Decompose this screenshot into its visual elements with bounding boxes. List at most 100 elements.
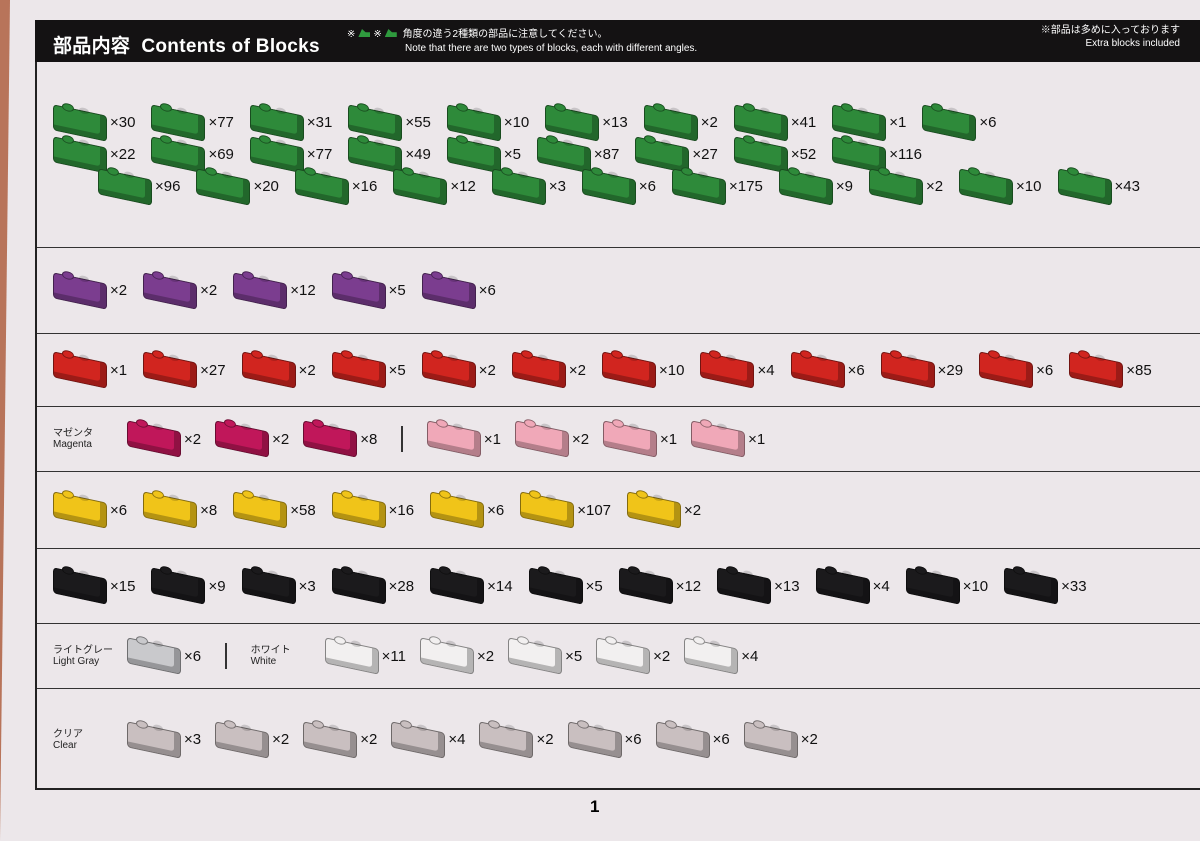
block-item: ×2: [479, 720, 554, 759]
header-bar: 部品内容 Contents of Blocks ※ ※ 角度の違う2種類の部品に注…: [35, 20, 1200, 62]
block-icon: [832, 103, 887, 142]
block-icon: [627, 491, 682, 529]
block-count: ×5: [388, 282, 406, 299]
color-group: ライトグレー Light Gray ×6: [53, 637, 202, 675]
section-group: クリア Clear ×3 ×2 ×2 ×4 ×2 ×6 ×6 ×2: [37, 689, 1200, 790]
block-item: ×4: [684, 637, 758, 675]
block-item: ×4: [700, 351, 775, 389]
block-item: ×3: [127, 720, 202, 759]
block-count: ×8: [360, 430, 378, 448]
block-row: ×15 ×9 ×3 ×28 ×14 ×5 ×12 ×13 ×4 ×10 ×33: [53, 567, 1200, 605]
block-icon: [426, 420, 481, 458]
color-label: ホワイト White: [251, 645, 311, 667]
block-icon: [655, 720, 710, 759]
block-count: ×2: [298, 361, 316, 379]
block-count: ×85: [1126, 361, 1152, 379]
section-black: ×15 ×9 ×3 ×28 ×14 ×5 ×12 ×13 ×4 ×10 ×33: [37, 549, 1200, 624]
block-item: ×5: [528, 567, 603, 605]
block-icon: [348, 135, 403, 174]
block-count: ×13: [602, 114, 628, 131]
block-count: ×27: [692, 146, 718, 163]
title-ja: 部品内容: [53, 36, 131, 57]
section-purple: ×2 ×2 ×12 ×5 ×6: [37, 248, 1200, 334]
block-count: ×2: [925, 178, 944, 195]
block-item: ×55: [348, 103, 431, 142]
blocks-table: ×30 ×77 ×31 ×55 ×10 ×13 ×2 ×41 ×1 ×6 ×22 ×69 ×77 ×49 ×…: [35, 62, 1200, 790]
block-count: ×2: [536, 731, 554, 748]
block-icon: [393, 167, 448, 206]
block-row: ×30 ×77 ×31 ×55 ×10 ×13 ×2 ×41 ×1 ×6: [53, 103, 1200, 142]
block-item: ×6: [430, 491, 504, 529]
block-count: ×16: [388, 501, 415, 519]
block-item: ×96: [98, 167, 181, 206]
block-item: ×4: [815, 567, 890, 605]
block-item: ×12: [618, 567, 701, 605]
block-count: ×175: [729, 178, 763, 195]
section-yellow: ×6 ×8 ×58 ×16 ×6 ×107 ×2: [37, 472, 1200, 549]
block-item: ×14: [430, 567, 513, 605]
block-icon: [733, 135, 788, 174]
block-item: ×2: [241, 351, 316, 389]
block-count: ×6: [184, 647, 202, 665]
block-item: ×27: [143, 351, 226, 389]
block-count: ×58: [290, 501, 316, 519]
title-en: Contents of Blocks: [141, 36, 320, 57]
block-count: ×3: [184, 731, 202, 748]
label-ja: ホワイト: [250, 645, 291, 656]
label-ja: マゼンタ: [53, 428, 93, 439]
note-en: Note that there are two types of blocks,…: [405, 43, 698, 54]
color-group: マゼンタ Magenta ×2 ×2 ×8: [53, 420, 378, 458]
block-icon: [430, 491, 485, 529]
block-count: ×4: [448, 731, 466, 748]
angle-note: ※ ※ 角度の違う2種類の部品に注意してください。 Note that there…: [347, 28, 697, 56]
block-item: ×28: [331, 567, 414, 605]
block-item: ×9: [778, 167, 853, 206]
block-count: ×4: [757, 361, 775, 379]
block-item: ×11: [324, 637, 406, 675]
block-item: ×29: [880, 351, 963, 389]
block-count: ×5: [503, 146, 521, 163]
block-icon: [196, 167, 251, 206]
block-item: ×2: [868, 167, 944, 206]
block-item: ×6: [922, 103, 997, 142]
block-icon: [778, 167, 833, 206]
block-count: ×1: [483, 430, 501, 448]
label-en: Light Gray: [53, 656, 100, 667]
label-ja: クリア: [53, 728, 83, 740]
block-item: ×77: [249, 135, 333, 174]
block-icon: [303, 420, 358, 458]
block-item: ×33: [1004, 567, 1087, 605]
block-row: ライトグレー Light Gray ×6 ホワイト White ×11 ×2 ×5 ×2 ×4: [53, 637, 1200, 675]
block-icon: [53, 351, 107, 389]
block-item: ×12: [393, 167, 476, 206]
block-row: ×2 ×2 ×12 ×5 ×6: [53, 271, 1200, 310]
block-item: ×13: [717, 567, 800, 605]
block-icon: [331, 351, 386, 389]
block-count: ×6: [1036, 361, 1054, 379]
block-count: ×13: [774, 577, 800, 595]
block-count: ×77: [306, 146, 333, 163]
block-count: ×3: [548, 178, 566, 195]
note-mark: ※: [373, 29, 382, 40]
block-item: ×9: [151, 567, 226, 605]
block-icon: [581, 167, 636, 206]
block-icon: [143, 351, 198, 389]
section-green: ×30 ×77 ×31 ×55 ×10 ×13 ×2 ×41 ×1 ×6 ×22 ×69 ×77 ×49 ×…: [37, 62, 1200, 248]
block-item: ×1: [426, 420, 501, 458]
block-icon: [508, 637, 563, 675]
block-count: ×96: [155, 178, 181, 195]
block-icon: [815, 567, 870, 605]
block-item: ×6: [655, 720, 730, 759]
block-icon: [241, 567, 296, 605]
block-count: ×107: [577, 501, 612, 519]
block-icon: [127, 720, 181, 759]
block-icon: [421, 271, 476, 310]
block-icon: [151, 567, 206, 605]
note-ja: 角度の違う2種類の部品に注意してください。: [402, 29, 608, 40]
block-item: ×69: [151, 135, 234, 174]
group-divider: [225, 643, 227, 669]
block-count: ×2: [568, 361, 586, 379]
block-row: ×6 ×8 ×58 ×16 ×6 ×107 ×2: [53, 491, 1200, 529]
block-item: ×16: [294, 167, 377, 206]
